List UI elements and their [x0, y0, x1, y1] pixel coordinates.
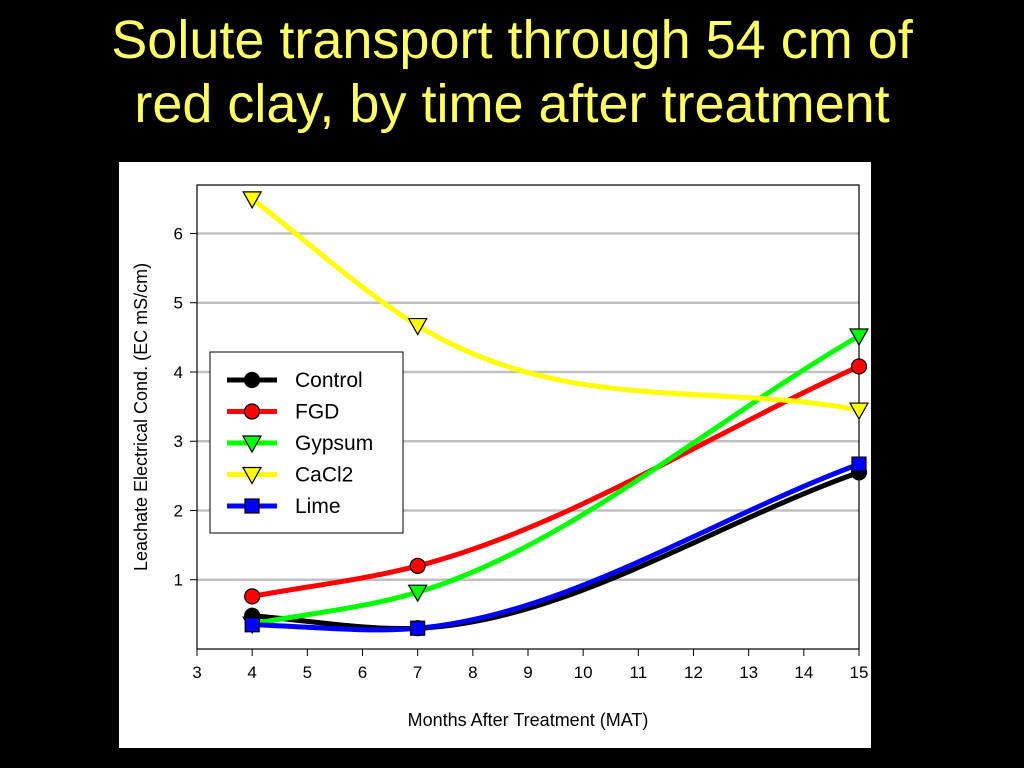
- y-axis-title: Leachate Electrical Cond. (EC mS/cm): [131, 263, 151, 571]
- series-line-control: [249, 469, 862, 632]
- y-tick-label-1: 1: [174, 571, 183, 590]
- y-tick-label-3: 3: [174, 432, 183, 451]
- x-tick-label-9: 9: [523, 663, 532, 682]
- legend: Control FGD Gypsum CaCl2 Lime: [209, 351, 404, 534]
- data-point-cacl2-4: [242, 191, 263, 210]
- data-point-gypsum-7: [407, 584, 428, 603]
- data-point-fgd-15: [850, 358, 868, 375]
- data-point-gypsum-15: [848, 328, 870, 347]
- x-tick-label-13: 13: [739, 663, 758, 682]
- y-tick-label-2: 2: [174, 501, 183, 520]
- x-tick-label-6: 6: [358, 663, 367, 682]
- data-point-lime-7: [410, 620, 426, 636]
- series-line-gypsum: [249, 333, 862, 627]
- slide-title-line-2: red clay, by time after treatment: [134, 74, 890, 134]
- x-tick-label-14: 14: [794, 663, 813, 682]
- x-tick-label-15: 15: [850, 663, 869, 682]
- legend-label-gypsum: Gypsum: [295, 432, 373, 455]
- y-tick-label-4: 4: [174, 363, 183, 382]
- series-lines: [242, 191, 870, 637]
- legend-label-cacl2: CaCl2: [295, 464, 353, 487]
- series-line-lime: [249, 461, 862, 633]
- series-line-cacl2: [249, 196, 862, 413]
- x-tick-label-3: 3: [192, 663, 201, 682]
- x-tick-label-11: 11: [630, 663, 648, 682]
- legend-marker-fgd: [243, 403, 261, 420]
- x-axis-title: Months After Treatment (MAT): [408, 710, 649, 730]
- x-tick-label-12: 12: [684, 663, 703, 682]
- slide-title: Solute transport through 54 cm of red cl…: [0, 8, 1024, 136]
- data-point-cacl2-15: [848, 402, 870, 421]
- legend-marker-gypsum: [241, 435, 263, 454]
- x-tick-label-4: 4: [247, 663, 256, 682]
- x-tick-label-10: 10: [574, 663, 593, 682]
- legend-marker-cacl2: [241, 466, 263, 485]
- data-point-lime-4: [244, 617, 260, 633]
- chart-panel: 1 2 3 4 5 6 3 4 5 6 7 8 9 10 11 12 13 14 15 Months After T…: [119, 162, 871, 748]
- legend-label-lime: Lime: [295, 495, 341, 518]
- legend-label-control: Control: [295, 369, 363, 392]
- data-point-cacl2-7: [407, 317, 428, 336]
- y-tick-label-5: 5: [174, 294, 183, 313]
- x-tick-label-5: 5: [303, 663, 312, 682]
- x-tick-label-7: 7: [413, 663, 422, 682]
- legend-marker-lime: [244, 498, 260, 514]
- legend-marker-control: [243, 371, 261, 389]
- slide-title-line-1: Solute transport through 54 cm of: [111, 10, 913, 70]
- series-line-fgd: [249, 363, 862, 599]
- legend-label-fgd: FGD: [295, 401, 339, 424]
- data-point-fgd-4: [244, 588, 261, 605]
- data-point-lime-15: [851, 456, 867, 472]
- x-tick-label-8: 8: [468, 663, 477, 682]
- data-point-fgd-7: [409, 557, 426, 574]
- y-tick-label-6: 6: [174, 224, 183, 243]
